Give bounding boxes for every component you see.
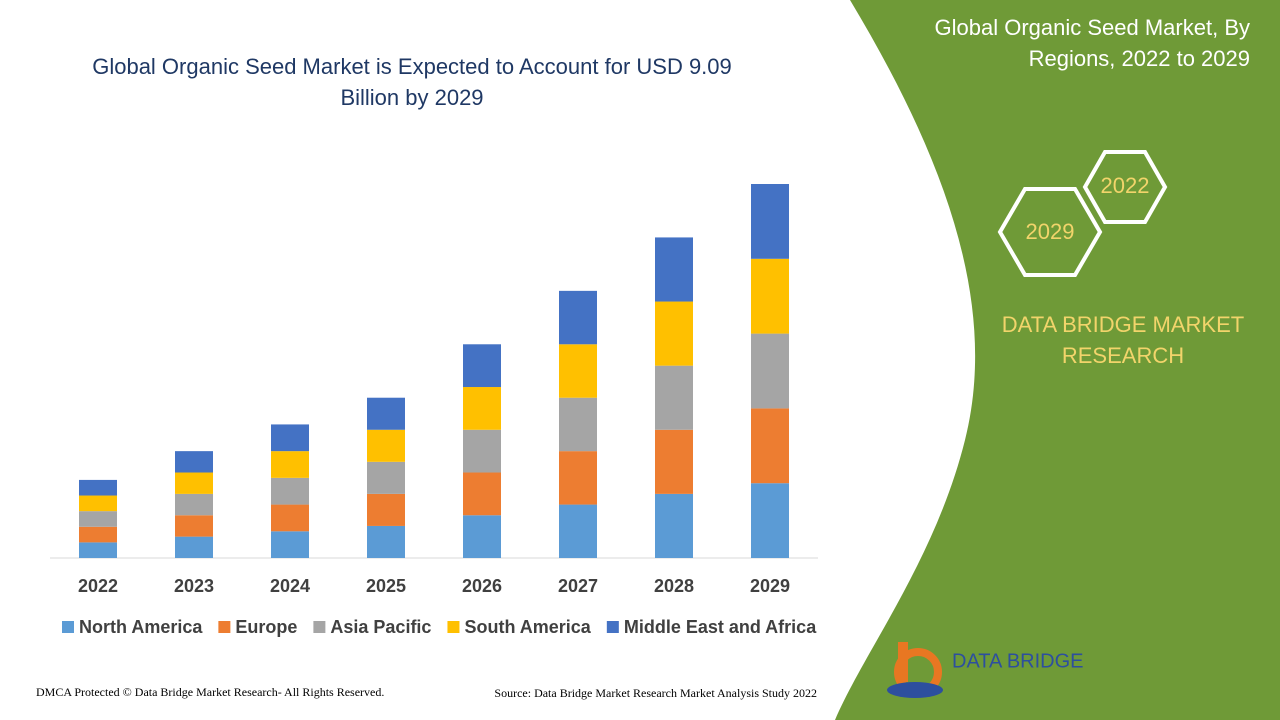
x-tick-label: 2023 — [174, 576, 214, 596]
bar-segment — [559, 290, 597, 345]
x-tick-label: 2025 — [366, 576, 406, 596]
x-tick-label: 2029 — [750, 576, 790, 596]
legend-swatch — [313, 621, 326, 633]
legend-swatch — [218, 621, 231, 633]
bar-segment — [655, 237, 693, 302]
panel-title: Regions, 2022 to 2029 — [1029, 46, 1250, 71]
bar-segment — [79, 511, 117, 527]
bar-segment — [79, 542, 117, 558]
bar-segment — [175, 472, 213, 494]
logo-text: DATA BRIDGE — [952, 650, 1084, 672]
legend-label: Middle East and Africa — [624, 617, 817, 637]
bar-segment — [175, 451, 213, 473]
bar-segment — [79, 495, 117, 512]
bar-segment — [463, 387, 501, 430]
footer-text: Source: Data Bridge Market Research Mark… — [494, 686, 817, 700]
bar-segment — [367, 493, 405, 526]
bar-segment — [751, 483, 789, 558]
bar-segment — [655, 493, 693, 558]
x-tick-label: 2028 — [654, 576, 694, 596]
hex-label: 2022 — [1101, 173, 1150, 198]
bar-segment — [751, 333, 789, 409]
x-tick-label: 2022 — [78, 576, 118, 596]
x-tick-label: 2026 — [462, 576, 502, 596]
bar-segment — [367, 429, 405, 462]
bar-segment — [463, 429, 501, 473]
bar-segment — [655, 429, 693, 494]
bar-segment — [751, 258, 789, 334]
chart-title: Billion by 2029 — [340, 85, 483, 110]
bar-segment — [463, 344, 501, 388]
green-panel — [835, 0, 1280, 720]
legend-swatch — [62, 621, 74, 633]
bar-segment — [271, 477, 309, 505]
bar-segment — [655, 365, 693, 430]
x-tick-label: 2024 — [270, 576, 310, 596]
bar-segment — [559, 344, 597, 398]
bar-segment — [79, 479, 117, 496]
hex-label: 2029 — [1026, 219, 1075, 244]
bar-segment — [559, 504, 597, 558]
x-tick-label: 2027 — [558, 576, 598, 596]
bar-segment — [751, 184, 789, 259]
brand-text: RESEARCH — [1062, 343, 1184, 368]
bar-segment — [271, 424, 309, 452]
bar-segment — [271, 504, 309, 532]
brand-text: DATA BRIDGE MARKET — [1002, 312, 1244, 337]
legend-label: Asia Pacific — [330, 617, 431, 637]
logo-shape — [887, 682, 943, 698]
bar-segment — [367, 525, 405, 558]
bar-segment — [79, 526, 117, 543]
footer-text: DMCA Protected © Data Bridge Market Rese… — [36, 685, 384, 699]
bar-segment — [367, 461, 405, 494]
bar-segment — [175, 536, 213, 558]
bar-segment — [559, 397, 597, 452]
legend-label: North America — [79, 617, 203, 637]
bar-segment — [271, 451, 309, 478]
bar-segment — [175, 493, 213, 516]
bar-segment — [655, 301, 693, 366]
bar-segment — [367, 397, 405, 430]
legend-swatch — [606, 621, 619, 633]
bar-segment — [463, 472, 501, 516]
legend-label: Europe — [235, 617, 297, 637]
legend-swatch — [447, 621, 460, 633]
logo: DATA BRIDGE — [887, 642, 1084, 698]
chart-title: Global Organic Seed Market is Expected t… — [92, 54, 732, 79]
hexagon — [1082, 150, 1168, 224]
hexagon — [997, 187, 1103, 277]
bar-segment — [751, 408, 789, 484]
bar-segment — [271, 531, 309, 558]
bar-segment — [175, 515, 213, 537]
bar-segment — [463, 515, 501, 558]
panel-title: Global Organic Seed Market, By — [935, 15, 1250, 40]
bar-segment — [559, 451, 597, 505]
legend-label: South America — [464, 617, 591, 637]
